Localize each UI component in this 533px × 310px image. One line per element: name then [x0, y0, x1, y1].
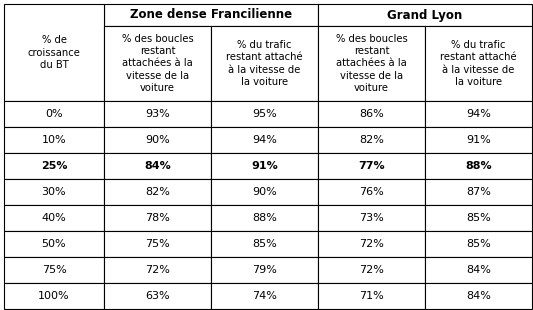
Bar [425, 257, 532, 283]
Text: 88%: 88% [465, 161, 492, 171]
Text: 78%: 78% [145, 213, 170, 223]
Text: 82%: 82% [359, 135, 384, 145]
Text: 84%: 84% [144, 161, 171, 171]
Bar [4, 153, 104, 179]
Bar [4, 4, 104, 101]
Bar [104, 153, 211, 179]
Bar [4, 127, 104, 153]
Text: 72%: 72% [359, 239, 384, 249]
Text: 91%: 91% [466, 135, 491, 145]
Text: Zone dense Francilienne: Zone dense Francilienne [130, 8, 292, 21]
Text: 74%: 74% [252, 291, 277, 301]
Text: 87%: 87% [466, 187, 491, 197]
Bar [425, 231, 532, 257]
Text: 73%: 73% [359, 213, 384, 223]
Bar [318, 26, 425, 101]
Text: 86%: 86% [359, 109, 384, 119]
Text: 84%: 84% [466, 265, 491, 275]
Bar [318, 179, 425, 205]
Bar [4, 231, 104, 257]
Text: % du trafic
restant attaché
à la vitesse de
la voiture: % du trafic restant attaché à la vitesse… [440, 40, 517, 87]
Bar [104, 26, 211, 101]
Bar [104, 127, 211, 153]
Text: 82%: 82% [145, 187, 170, 197]
Text: 10%: 10% [42, 135, 66, 145]
Bar [4, 101, 104, 127]
Text: 94%: 94% [252, 135, 277, 145]
Bar [425, 283, 532, 309]
Text: % des boucles
restant
attachées à la
vitesse de la
voiture: % des boucles restant attachées à la vit… [122, 34, 193, 93]
Bar [211, 257, 318, 283]
Bar [104, 231, 211, 257]
Text: 77%: 77% [358, 161, 385, 171]
Text: 85%: 85% [466, 213, 491, 223]
Bar [4, 179, 104, 205]
Bar [425, 101, 532, 127]
Bar [425, 205, 532, 231]
Text: 85%: 85% [466, 239, 491, 249]
Bar [211, 26, 318, 101]
Bar [211, 283, 318, 309]
Text: 75%: 75% [145, 239, 170, 249]
Text: 84%: 84% [466, 291, 491, 301]
Bar [318, 127, 425, 153]
Bar [104, 257, 211, 283]
Bar [211, 101, 318, 127]
Text: 63%: 63% [145, 291, 170, 301]
Bar [4, 257, 104, 283]
Text: % du trafic
restant attaché
à la vitesse de
la voiture: % du trafic restant attaché à la vitesse… [226, 40, 303, 87]
Text: % de
croissance
du BT: % de croissance du BT [28, 35, 80, 70]
Text: 79%: 79% [252, 265, 277, 275]
Bar [425, 153, 532, 179]
Text: 30%: 30% [42, 187, 66, 197]
Bar [104, 283, 211, 309]
Text: 90%: 90% [145, 135, 170, 145]
Bar [211, 127, 318, 153]
Text: 25%: 25% [41, 161, 67, 171]
Bar [104, 4, 318, 26]
Bar [318, 4, 532, 26]
Bar [211, 231, 318, 257]
Bar [104, 179, 211, 205]
Bar [318, 205, 425, 231]
Text: 71%: 71% [359, 291, 384, 301]
Text: 72%: 72% [359, 265, 384, 275]
Text: 0%: 0% [45, 109, 63, 119]
Bar [318, 231, 425, 257]
Bar [104, 101, 211, 127]
Text: % des boucles
restant
attachées à la
vitesse de la
voiture: % des boucles restant attachées à la vit… [336, 34, 407, 93]
Text: 76%: 76% [359, 187, 384, 197]
Text: 50%: 50% [42, 239, 66, 249]
Bar [318, 257, 425, 283]
Text: 94%: 94% [466, 109, 491, 119]
Bar [211, 205, 318, 231]
Text: 100%: 100% [38, 291, 70, 301]
Text: 95%: 95% [252, 109, 277, 119]
Text: 91%: 91% [251, 161, 278, 171]
Bar [425, 26, 532, 101]
Bar [425, 179, 532, 205]
Text: 75%: 75% [42, 265, 67, 275]
Bar [318, 101, 425, 127]
Bar [4, 283, 104, 309]
Text: Grand Lyon: Grand Lyon [387, 8, 463, 21]
Bar [4, 205, 104, 231]
Text: 85%: 85% [252, 239, 277, 249]
Bar [104, 205, 211, 231]
Text: 40%: 40% [42, 213, 67, 223]
Text: 72%: 72% [145, 265, 170, 275]
Bar [211, 153, 318, 179]
Bar [425, 127, 532, 153]
Text: 88%: 88% [252, 213, 277, 223]
Bar [318, 283, 425, 309]
Bar [318, 153, 425, 179]
Text: 93%: 93% [145, 109, 170, 119]
Bar [211, 179, 318, 205]
Text: 90%: 90% [252, 187, 277, 197]
